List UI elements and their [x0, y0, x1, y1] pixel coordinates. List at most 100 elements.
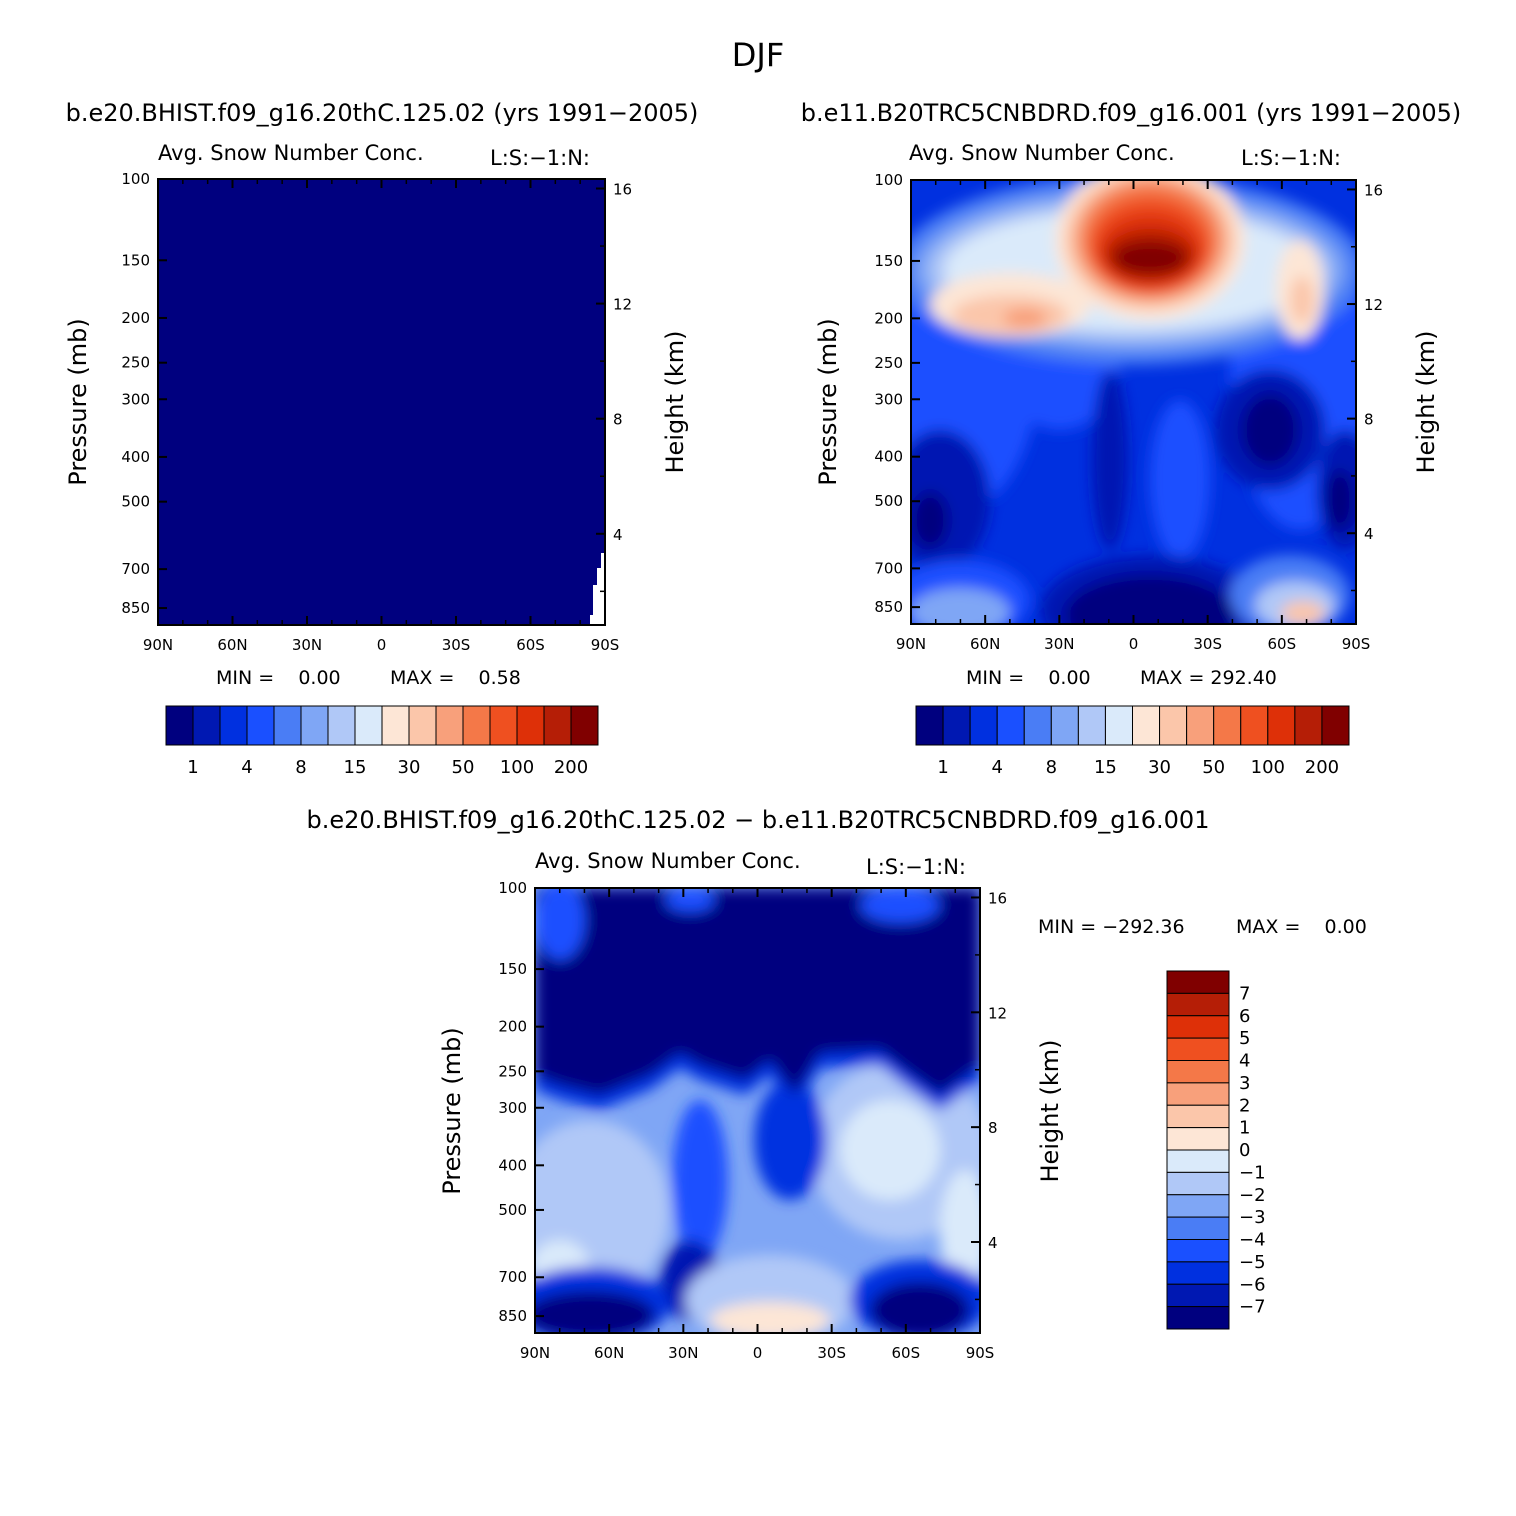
figure-title: DJF — [732, 36, 784, 74]
colorbar-swatch — [246, 705, 275, 746]
y-tick-label: 700 — [498, 1268, 527, 1286]
colorbar-swatch — [1159, 705, 1188, 746]
colorbar-swatch — [327, 705, 356, 746]
panel-2-ylabel-right: Height (km) — [1412, 331, 1440, 474]
colorbar-swatch — [969, 705, 998, 746]
colorbar-label: 50 — [452, 757, 475, 778]
y-right-tick-label: 16 — [988, 889, 1007, 907]
colorbar-swatch — [1166, 1283, 1230, 1308]
colorbar-swatch — [1104, 705, 1133, 746]
colorbar-swatch — [354, 705, 383, 746]
x-tick-label: 60S — [1268, 635, 1297, 653]
y-right-tick-label: 4 — [613, 526, 623, 544]
x-tick-label: 60S — [516, 636, 545, 654]
panel-diff-ticks: 90N 60N 30N 0 30S 60S 90S 100 150 200 250 300 400 500… — [498, 879, 1007, 1362]
colorbar-swatch — [1166, 1127, 1230, 1151]
y-right-tick-label: 12 — [1364, 296, 1383, 314]
colorbar-label: 2 — [1239, 1095, 1250, 1116]
y-tick-label: 500 — [874, 492, 903, 510]
colorbar-swatch — [489, 705, 518, 746]
colorbar-label: −7 — [1239, 1297, 1266, 1318]
colorbar-swatch — [1166, 1306, 1230, 1330]
y-tick-label: 400 — [121, 448, 150, 466]
colorbar-swatch — [1050, 705, 1079, 746]
y-right-tick-label: 8 — [988, 1119, 998, 1137]
y-tick-label: 400 — [874, 448, 903, 466]
panel-1-ylabel-right: Height (km) — [661, 331, 689, 474]
y-tick-label: 200 — [498, 1018, 527, 1036]
y-tick-label: 700 — [874, 559, 903, 577]
y-tick-label: 850 — [498, 1307, 527, 1325]
x-tick-label: 60N — [594, 1344, 624, 1362]
colorbar-swatch — [1166, 1171, 1230, 1196]
colorbar-swatch — [435, 705, 464, 746]
x-tick-label: 90N — [520, 1344, 550, 1362]
panel-1-field — [158, 179, 605, 625]
x-tick-label: 60N — [970, 635, 1000, 653]
y-right-tick-label: 8 — [1364, 411, 1374, 429]
colorbar-swatch — [408, 705, 437, 746]
x-tick-label: 90N — [143, 636, 173, 654]
colorbar-label: −4 — [1239, 1230, 1266, 1251]
y-right-tick-label: 16 — [613, 180, 632, 198]
panel-1-case-title: b.e20.BHIST.f09_g16.20thC.125.02 (yrs 19… — [66, 99, 699, 127]
colorbar-swatch — [942, 705, 971, 746]
colorbar-label: −1 — [1239, 1162, 1266, 1183]
panel-1-max: MAX = 0.58 — [390, 667, 521, 689]
x-tick-label: 0 — [1129, 635, 1139, 653]
y-tick-label: 850 — [874, 598, 903, 616]
panel-2-case-title: b.e11.B20TRC5CNBDRD.f09_g16.001 (yrs 199… — [801, 99, 1461, 127]
y-tick-label: 700 — [121, 560, 150, 578]
colorbar-label: 15 — [344, 757, 367, 778]
colorbar-label: 30 — [1148, 757, 1171, 778]
y-tick-label: 300 — [121, 390, 150, 408]
y-tick-label: 100 — [498, 879, 527, 897]
x-tick-label: 30S — [442, 636, 471, 654]
x-tick-label: 60S — [892, 1344, 921, 1362]
colorbar-swatch — [462, 705, 491, 746]
colorbar-swatch — [1186, 705, 1215, 746]
panel-2-ticks: 90N 60N 30N 0 30S 60S 90S 100 150 200 250 300 400 500… — [874, 171, 1383, 653]
y-tick-label: 150 — [874, 252, 903, 270]
panel-1: b.e20.BHIST.f09_g16.20thC.125.02 (yrs 19… — [64, 99, 698, 778]
colorbar-label: 4 — [1239, 1051, 1250, 1072]
x-tick-label: 60N — [217, 636, 247, 654]
colorbar-label: −2 — [1239, 1185, 1266, 1206]
colorbar-label: −5 — [1239, 1252, 1266, 1273]
colorbar-swatch — [516, 705, 545, 746]
y-tick-label: 300 — [874, 390, 903, 408]
x-tick-label: 30N — [668, 1344, 698, 1362]
colorbar-swatch — [1213, 705, 1242, 746]
y-tick-label: 500 — [498, 1201, 527, 1219]
y-right-tick-label: 4 — [1364, 525, 1374, 543]
panel-1-missing-region — [590, 553, 605, 625]
colorbar-label: 4 — [241, 757, 252, 778]
panel-diff-variable-label: Avg. Snow Number Conc. — [535, 849, 801, 873]
panel-2-min: MIN = 0.00 — [966, 667, 1091, 689]
colorbar-label: 200 — [554, 757, 588, 778]
colorbar-swatch — [192, 705, 221, 746]
colorbar-label: 100 — [1251, 757, 1285, 778]
colorbar-swatch — [1166, 970, 1230, 994]
panel-diff-ylabel-right: Height (km) — [1036, 1040, 1064, 1183]
x-tick-label: 30N — [1044, 635, 1074, 653]
y-tick-label: 250 — [121, 354, 150, 372]
colorbar-label: 15 — [1094, 757, 1117, 778]
x-tick-label: 0 — [377, 636, 387, 654]
panel-2: b.e11.B20TRC5CNBDRD.f09_g16.001 (yrs 199… — [801, 99, 1461, 778]
colorbar-swatch — [1166, 1082, 1230, 1106]
x-tick-label: 30N — [292, 636, 322, 654]
y-right-tick-label: 12 — [988, 1004, 1007, 1022]
panel-diff-field — [535, 888, 980, 1333]
panel-1-variable-label: Avg. Snow Number Conc. — [158, 141, 424, 165]
panel-2-ylabel: Pressure (mb) — [814, 318, 842, 485]
y-right-tick-label: 16 — [1364, 181, 1383, 199]
colorbar-label: 8 — [1046, 757, 1057, 778]
panel-1-ticks: 90N 60N 30N 0 30S 60S 90S 100 150 200 250 300 400 500… — [121, 170, 632, 654]
x-tick-label: 90N — [896, 635, 926, 653]
colorbar-label: −6 — [1239, 1274, 1266, 1295]
colorbar-label: 50 — [1202, 757, 1225, 778]
colorbar-label: 1 — [187, 757, 198, 778]
colorbar-label: 7 — [1239, 983, 1250, 1004]
